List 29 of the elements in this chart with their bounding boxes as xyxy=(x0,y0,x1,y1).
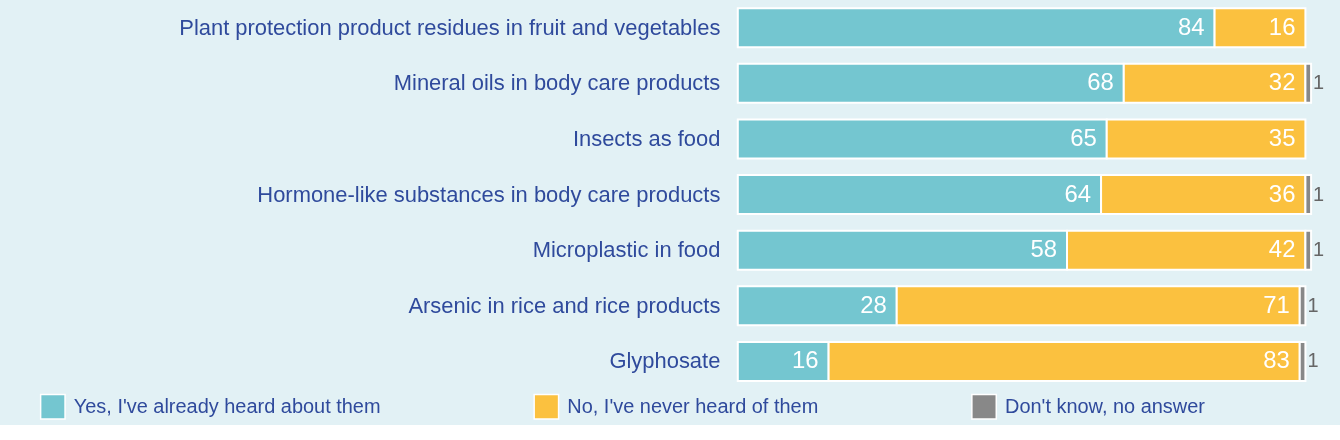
data-label: 16 xyxy=(792,346,819,374)
data-label: 28 xyxy=(860,290,887,318)
legend-label: Yes, I've already heard about them xyxy=(73,394,381,417)
data-label: 1 xyxy=(1313,182,1325,205)
data-label: 1 xyxy=(1313,71,1325,94)
data-label: 16 xyxy=(1268,12,1296,40)
legend-label: Don't know, no answer xyxy=(1005,394,1206,417)
data-label: 65 xyxy=(1070,123,1097,151)
y-tick-label: Glyphosate xyxy=(609,348,721,374)
y-tick-label: Mineral oils in body care products xyxy=(393,70,721,96)
data-label: 42 xyxy=(1268,235,1296,263)
data-label: 68 xyxy=(1087,68,1114,96)
data-label: 1 xyxy=(1313,238,1325,261)
y-tick-label: Plant protection product residues in fruit and vegetables xyxy=(179,14,721,40)
data-label: 1 xyxy=(1307,293,1319,316)
data-label: 1 xyxy=(1307,349,1319,372)
y-tick-label: Hormone-like substances in body care products xyxy=(257,181,721,207)
legend-label: No, I've never heard of them xyxy=(567,394,819,417)
data-label: 36 xyxy=(1268,179,1296,207)
data-label: 32 xyxy=(1268,68,1296,96)
y-tick-label: Insects as food xyxy=(572,125,721,151)
data-label: 83 xyxy=(1263,346,1290,374)
y-tick-label: Microplastic in food xyxy=(532,237,721,263)
data-label: 71 xyxy=(1263,290,1290,318)
y-tick-label: Arsenic in rice and rice products xyxy=(408,292,721,318)
data-label: 35 xyxy=(1268,123,1296,151)
data-label: 84 xyxy=(1178,12,1205,40)
data-label: 58 xyxy=(1030,235,1058,263)
data-label: 64 xyxy=(1064,179,1092,207)
